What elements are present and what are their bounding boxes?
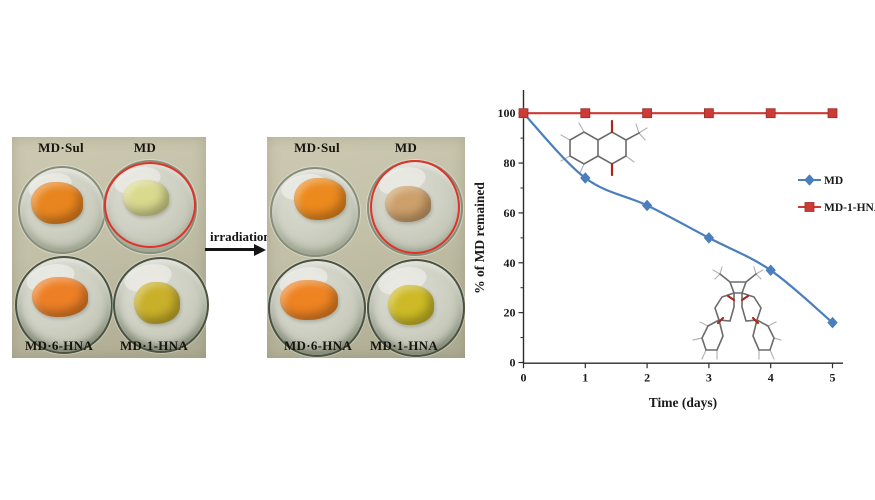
x-tick-label: 1 (582, 371, 588, 385)
series-marker-MD (703, 232, 715, 244)
label-md-6-hna: MD·6-HNA (24, 338, 94, 353)
label-md-1-hna: MD·1-HNA (369, 338, 439, 353)
label-md: MD (133, 140, 157, 155)
chart-axes (522, 90, 843, 364)
irradiation-arrowhead-icon (254, 243, 266, 256)
legend-label-MD-1-HNA: MD-1-HNA (824, 202, 875, 214)
y-axis-title: % of MD remained (472, 182, 487, 294)
legend-marker-MD-1-HNA (804, 202, 815, 212)
degradation-line-chart: 0 20 40 60 80 100 0 1 2 3 4 5 Time (days) % of MD rem… (472, 90, 875, 410)
legend-marker-MD (804, 174, 815, 186)
label-md-1-hna: MD·1-HNA (119, 338, 189, 353)
series-line-MD (522, 112, 834, 324)
series-marker-MD-1-HNA (580, 108, 591, 119)
x-tick-label: 2 (644, 371, 650, 385)
y-tick-label: 0 (510, 356, 516, 370)
md-highlight-circle (370, 160, 460, 254)
series-marker-MD-1-HNA (827, 108, 838, 119)
series-marker-MD-1-HNA (765, 108, 776, 119)
series-marker-MD (580, 172, 591, 184)
y-tick-label: 20 (504, 306, 516, 320)
powder-md-6-hna (32, 277, 88, 317)
powder-md-6-hna (280, 280, 338, 320)
label-md-sul: MD·Sul (38, 140, 84, 155)
y-tick-label: 60 (504, 206, 516, 220)
label-md-6-hna: MD·6-HNA (283, 338, 353, 353)
y-tick-label: 40 (504, 256, 516, 270)
series-marker-MD (827, 316, 838, 329)
irradiation-label: irradiation (210, 229, 271, 244)
y-tick-label: 80 (504, 156, 516, 170)
legend-label-MD: MD (824, 175, 843, 187)
photo-before-irradiation: MD·Sul MD MD·6-HNA MD·1-HNA (12, 137, 209, 358)
powder-md-sul (31, 182, 83, 224)
irradiation-arrow-icon (205, 248, 255, 251)
x-tick-label: 4 (768, 371, 774, 385)
series-marker-MD-1-HNA (518, 108, 529, 119)
powder-md-1-hna (388, 285, 434, 325)
series-marker-MD (765, 264, 776, 277)
x-axis-title: Time (days) (649, 395, 717, 410)
y-tick-label: 100 (498, 106, 516, 120)
series-marker-MD (641, 199, 653, 212)
x-tick-label: 5 (830, 371, 836, 385)
menadione-molecule-icon (560, 119, 648, 177)
series-marker-MD-1-HNA (703, 108, 714, 119)
powder-md-sul (294, 178, 346, 220)
powder-md-1-hna (134, 282, 180, 324)
photo-after-irradiation: MD·Sul MD MD·6-HNA MD·1-HNA (267, 137, 465, 358)
md-highlight-circle (104, 162, 196, 248)
cocrystal-dimer-molecule-icon (692, 266, 782, 360)
label-md: MD (394, 140, 418, 155)
x-tick-label: 3 (706, 371, 712, 385)
label-md-sul: MD·Sul (294, 140, 340, 155)
series-marker-MD-1-HNA (642, 108, 653, 119)
x-tick-label: 0 (521, 371, 527, 385)
